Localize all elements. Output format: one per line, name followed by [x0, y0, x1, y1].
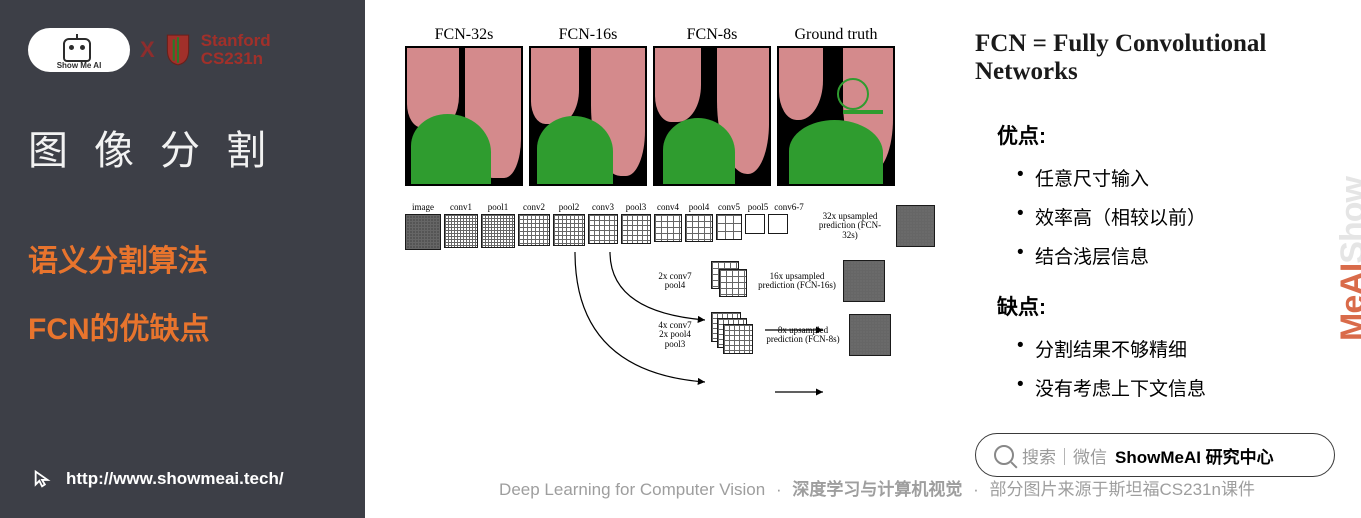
arch-box	[768, 214, 788, 234]
stanford-line1: Stanford	[201, 32, 271, 50]
sidebar-title: 图像分割	[28, 118, 337, 176]
logo-text: Show Me AI	[28, 61, 130, 70]
arch-sub-row-2: 4x conv7 2x pool4 pool3 8x upsampled pre…	[645, 312, 935, 358]
main-title: FCN = Fully Convolutional Networks	[975, 30, 1345, 86]
seg-item: FCN-8s	[653, 26, 771, 186]
arch-main-row: image conv1 pool1 conv2 pool2 conv3 pool…	[405, 202, 935, 250]
search-bold-text: ShowMeAI 研究中心	[1115, 443, 1274, 468]
arch-sub-label: 4x conv7 2x pool4 pool3	[645, 321, 705, 349]
arch-box	[745, 214, 765, 234]
badge-row: Show Me AI X Stanford CS231n	[28, 28, 337, 72]
arch-box	[588, 214, 618, 244]
footer-part2: 深度学习与计算机视觉	[792, 480, 962, 499]
sidebar: Show Me AI X Stanford CS231n 图像分割 语义分割算法…	[0, 0, 365, 518]
list-item: 任意尺寸输入	[1017, 164, 1345, 191]
badge-x: X	[140, 37, 155, 63]
cursor-icon	[32, 468, 54, 490]
list-item: 没有考虑上下文信息	[1017, 374, 1345, 401]
arch-output-box	[849, 314, 891, 356]
main-panel: MeAIShow FCN-32s FCN-16s	[365, 0, 1361, 518]
arch-box	[723, 324, 753, 354]
list-item: 结合浅层信息	[1017, 242, 1345, 269]
seg-label: FCN-32s	[405, 26, 523, 44]
seg-item: Ground truth	[777, 26, 895, 186]
arch-boxes	[405, 214, 804, 250]
subtitle-2: FCN的优缺点	[28, 304, 337, 348]
seg-label: FCN-8s	[653, 26, 771, 44]
seg-item: FCN-32s	[405, 26, 523, 186]
robot-icon	[63, 38, 91, 62]
stanford-line2: CS231n	[201, 50, 271, 68]
arch-box	[553, 214, 585, 246]
link-text: http://www.showmeai.tech/	[66, 469, 284, 489]
content-row: FCN-32s FCN-16s FCN-8s	[405, 26, 1345, 477]
advantages-header: 优点:	[997, 120, 1345, 150]
disadvantages-header: 缺点:	[997, 291, 1345, 321]
subtitle-1: 语义分割算法	[28, 236, 337, 280]
list-item: 分割结果不够精细	[1017, 335, 1345, 362]
figures-column: FCN-32s FCN-16s FCN-8s	[405, 26, 935, 477]
info-column: FCN = Fully Convolutional Networks 优点: 任…	[975, 26, 1345, 477]
logo-pill: Show Me AI	[28, 28, 130, 72]
arch-box	[716, 214, 742, 240]
arch-out-label-1: 32x upsampled prediction (FCN-32s)	[812, 212, 888, 240]
seg-label: Ground truth	[777, 26, 895, 44]
arch-box	[685, 214, 713, 242]
footer: Deep Learning for Computer Vision · 深度学习…	[405, 475, 1349, 500]
arch-box	[481, 214, 515, 248]
stanford-shield-icon	[165, 33, 191, 67]
seg-image-fcn32s	[405, 46, 523, 186]
seg-image-fcn8s	[653, 46, 771, 186]
search-pill[interactable]: 搜索｜微信 ShowMeAI 研究中心	[975, 433, 1335, 477]
segmentation-row: FCN-32s FCN-16s FCN-8s	[405, 26, 935, 186]
arch-sub-label: 2x conv7 pool4	[645, 272, 705, 291]
search-icon	[994, 445, 1014, 465]
seg-item: FCN-16s	[529, 26, 647, 186]
search-gray-text: 搜索｜微信	[1022, 443, 1107, 468]
stanford-label: Stanford CS231n	[201, 32, 271, 68]
arch-box	[719, 269, 747, 297]
seg-image-gt	[777, 46, 895, 186]
arch-out-label-2: 16x upsampled prediction (FCN-16s)	[757, 272, 837, 291]
advantages-list: 任意尺寸输入 效率高（相较以前） 结合浅层信息	[1017, 164, 1345, 269]
architecture-diagram: image conv1 pool1 conv2 pool2 conv3 pool…	[405, 202, 935, 432]
arch-sub-row-1: 2x conv7 pool4 16x upsampled prediction …	[645, 260, 935, 302]
seg-image-fcn16s	[529, 46, 647, 186]
arch-box	[405, 214, 441, 250]
layer-labels: image conv1 pool1 conv2 pool2 conv3 pool…	[405, 202, 804, 212]
link-row[interactable]: http://www.showmeai.tech/	[32, 468, 284, 490]
footer-part3: 部分图片来源于斯坦福CS231n课件	[990, 480, 1255, 499]
arch-output-box	[843, 260, 885, 302]
list-item: 效率高（相较以前）	[1017, 203, 1345, 230]
footer-part1: Deep Learning for Computer Vision	[499, 480, 765, 499]
arch-box	[621, 214, 651, 244]
seg-label: FCN-16s	[529, 26, 647, 44]
arch-box	[654, 214, 682, 242]
arch-box	[518, 214, 550, 246]
arch-box	[444, 214, 478, 248]
arch-output-box	[896, 205, 935, 247]
disadvantages-list: 分割结果不够精细 没有考虑上下文信息	[1017, 335, 1345, 401]
arch-out-label-3: 8x upsampled prediction (FCN-8s)	[763, 326, 843, 345]
